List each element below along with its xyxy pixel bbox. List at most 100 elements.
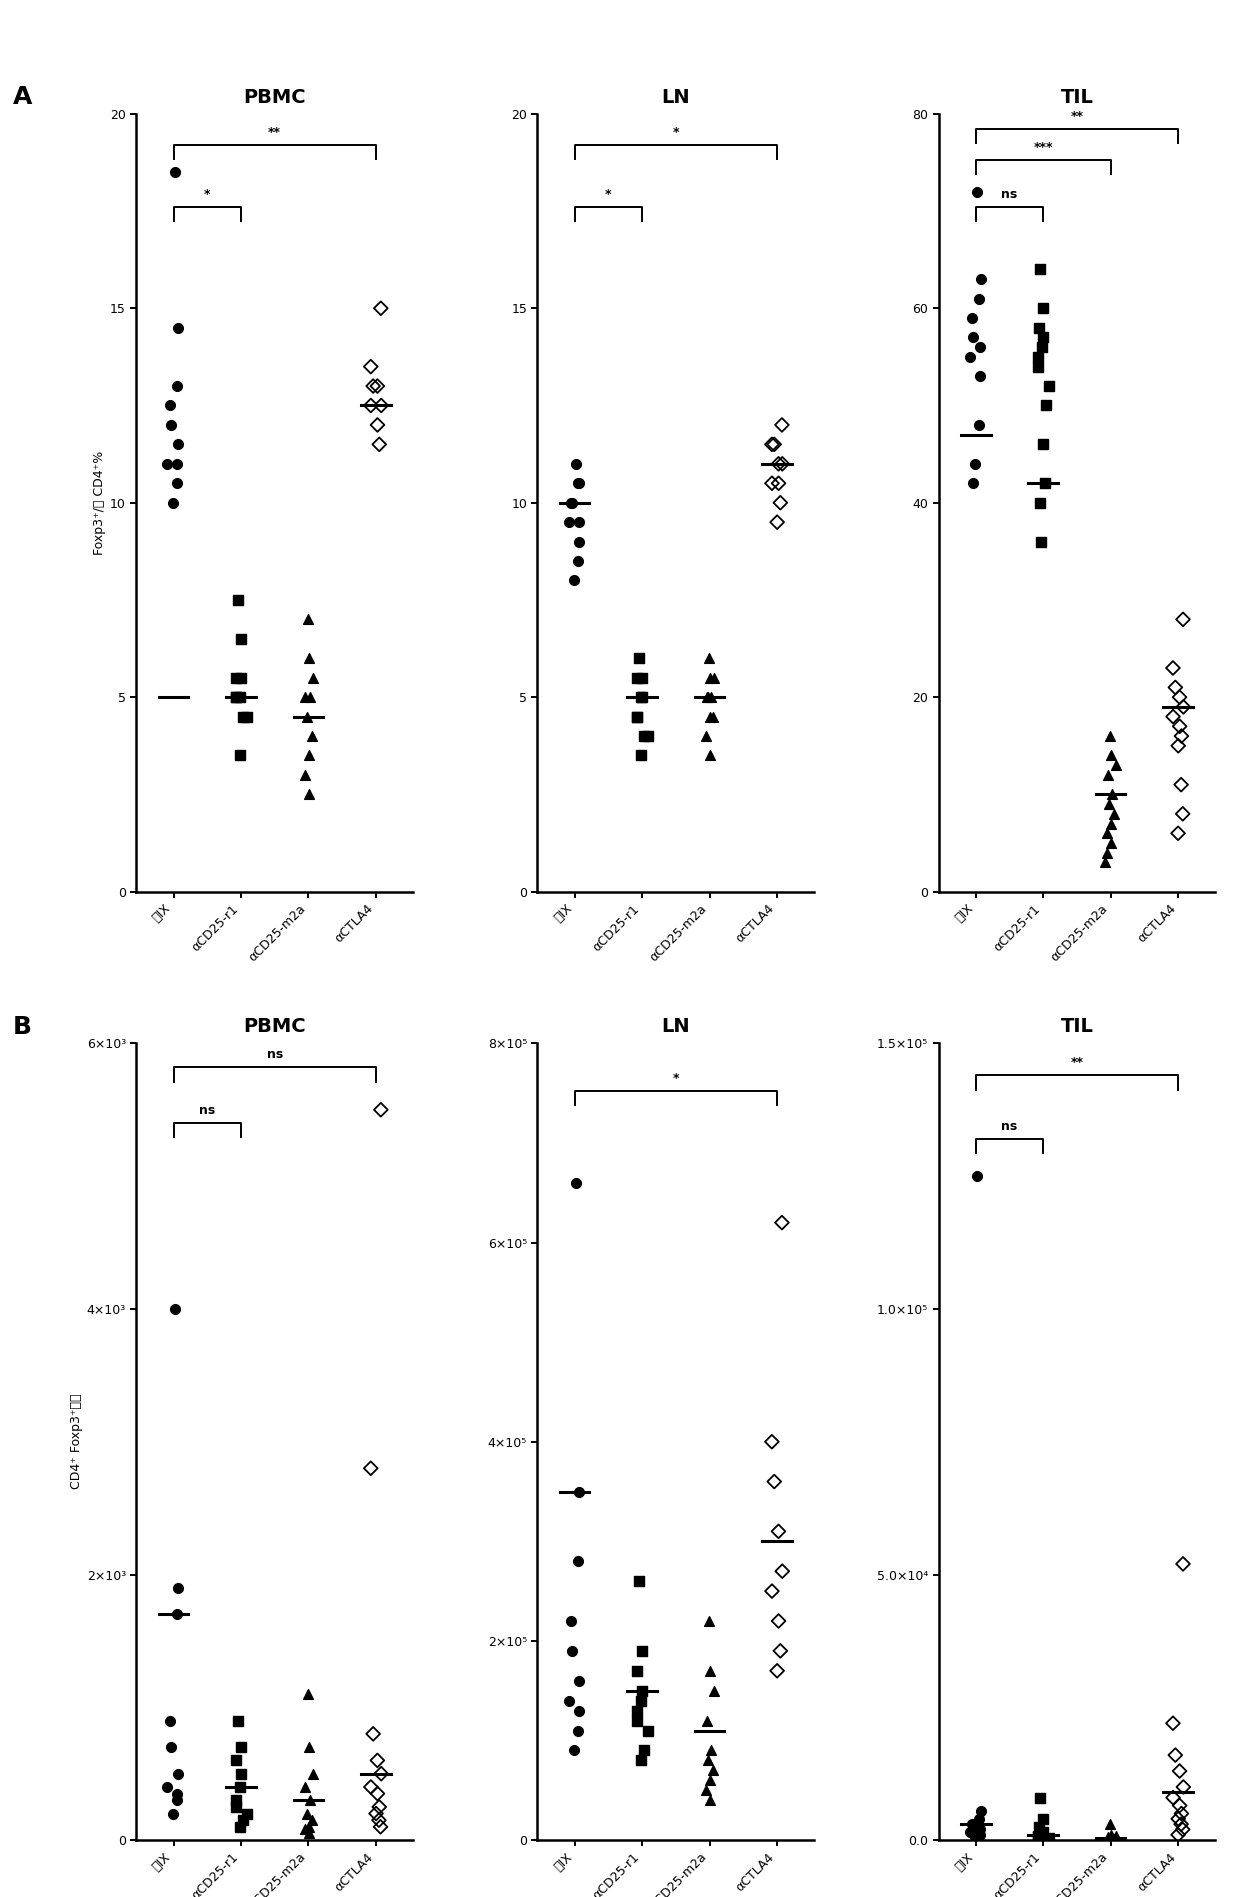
- Point: [1100, 721, 1120, 751]
- Point: [233, 1806, 253, 1836]
- Point: [1169, 711, 1189, 742]
- Point: [631, 662, 651, 692]
- Point: [231, 1812, 250, 1842]
- Point: [1169, 1757, 1189, 1787]
- Point: [1104, 799, 1123, 829]
- Point: [226, 681, 246, 711]
- Point: [228, 1705, 248, 1736]
- Point: [960, 1817, 980, 1848]
- Point: [627, 702, 647, 732]
- Point: [160, 1705, 180, 1736]
- Point: [160, 391, 180, 421]
- Point: [562, 1605, 582, 1635]
- Point: [367, 1779, 387, 1810]
- Point: [361, 351, 381, 381]
- Point: [304, 1759, 324, 1789]
- Title: PBMC: PBMC: [243, 1017, 306, 1036]
- Point: [1097, 1823, 1117, 1853]
- Point: [971, 332, 991, 362]
- Point: [1172, 770, 1192, 801]
- Title: PBMC: PBMC: [243, 87, 306, 106]
- Point: [763, 469, 782, 499]
- Point: [1033, 429, 1053, 459]
- Point: [562, 488, 582, 518]
- Point: [296, 1798, 316, 1829]
- Point: [704, 662, 724, 692]
- Point: [1032, 1819, 1052, 1850]
- Point: [1169, 681, 1189, 711]
- Point: [773, 1206, 792, 1237]
- Point: [164, 488, 184, 518]
- Point: [569, 525, 589, 558]
- Point: [639, 721, 658, 751]
- Text: *: *: [205, 188, 211, 201]
- Point: [635, 1736, 655, 1766]
- Text: **: **: [1070, 1057, 1084, 1068]
- Point: [1033, 1804, 1053, 1834]
- Point: [367, 1745, 387, 1776]
- Point: [237, 702, 257, 732]
- Point: [1106, 749, 1126, 780]
- Point: [763, 1576, 782, 1607]
- Point: [770, 1635, 790, 1666]
- Point: [764, 429, 784, 459]
- Point: [371, 1759, 391, 1789]
- Point: [1101, 1819, 1121, 1850]
- Point: [299, 1732, 319, 1762]
- Point: [231, 740, 250, 770]
- Point: [1166, 672, 1185, 702]
- Point: [967, 1161, 987, 1191]
- Point: [701, 681, 720, 711]
- Text: A: A: [12, 85, 32, 110]
- Point: [564, 1736, 584, 1766]
- Point: [1101, 808, 1121, 838]
- Point: [1173, 1772, 1193, 1802]
- Point: [1168, 818, 1188, 848]
- Point: [970, 1804, 990, 1834]
- Text: **: **: [268, 125, 281, 138]
- Point: [631, 681, 651, 711]
- Point: [631, 1686, 651, 1717]
- Point: [761, 1427, 781, 1457]
- Point: [960, 341, 980, 372]
- Point: [296, 702, 316, 732]
- Point: [639, 1715, 658, 1745]
- Point: [1172, 721, 1192, 751]
- Point: [1033, 1817, 1053, 1848]
- Point: [226, 681, 246, 711]
- Point: [370, 1806, 389, 1836]
- Point: [1097, 818, 1117, 848]
- Point: [231, 1732, 250, 1762]
- Point: [1101, 1825, 1121, 1855]
- Point: [630, 1567, 650, 1597]
- Point: [226, 1791, 246, 1821]
- Point: [165, 1294, 185, 1324]
- Point: [370, 429, 389, 459]
- Point: [971, 1814, 991, 1844]
- Point: [569, 1476, 589, 1506]
- Point: [963, 322, 983, 353]
- Text: ns: ns: [200, 1104, 216, 1117]
- Point: [696, 721, 715, 751]
- Point: [1035, 1823, 1055, 1853]
- Point: [229, 681, 249, 711]
- Point: [701, 702, 720, 732]
- Point: [295, 1814, 315, 1844]
- Point: [164, 1798, 184, 1829]
- Point: [299, 1817, 319, 1848]
- Point: [568, 1546, 588, 1576]
- Point: [698, 681, 718, 711]
- Point: [1173, 799, 1193, 829]
- Point: [568, 546, 588, 577]
- Text: *: *: [672, 125, 680, 138]
- Point: [1102, 1823, 1122, 1853]
- Point: [769, 1605, 789, 1635]
- Title: TIL: TIL: [1060, 87, 1094, 106]
- Point: [366, 1798, 386, 1829]
- Point: [962, 1810, 982, 1840]
- Point: [367, 410, 387, 440]
- Point: [963, 469, 983, 499]
- Point: [295, 681, 315, 711]
- Point: [632, 1675, 652, 1705]
- Point: [703, 1755, 723, 1785]
